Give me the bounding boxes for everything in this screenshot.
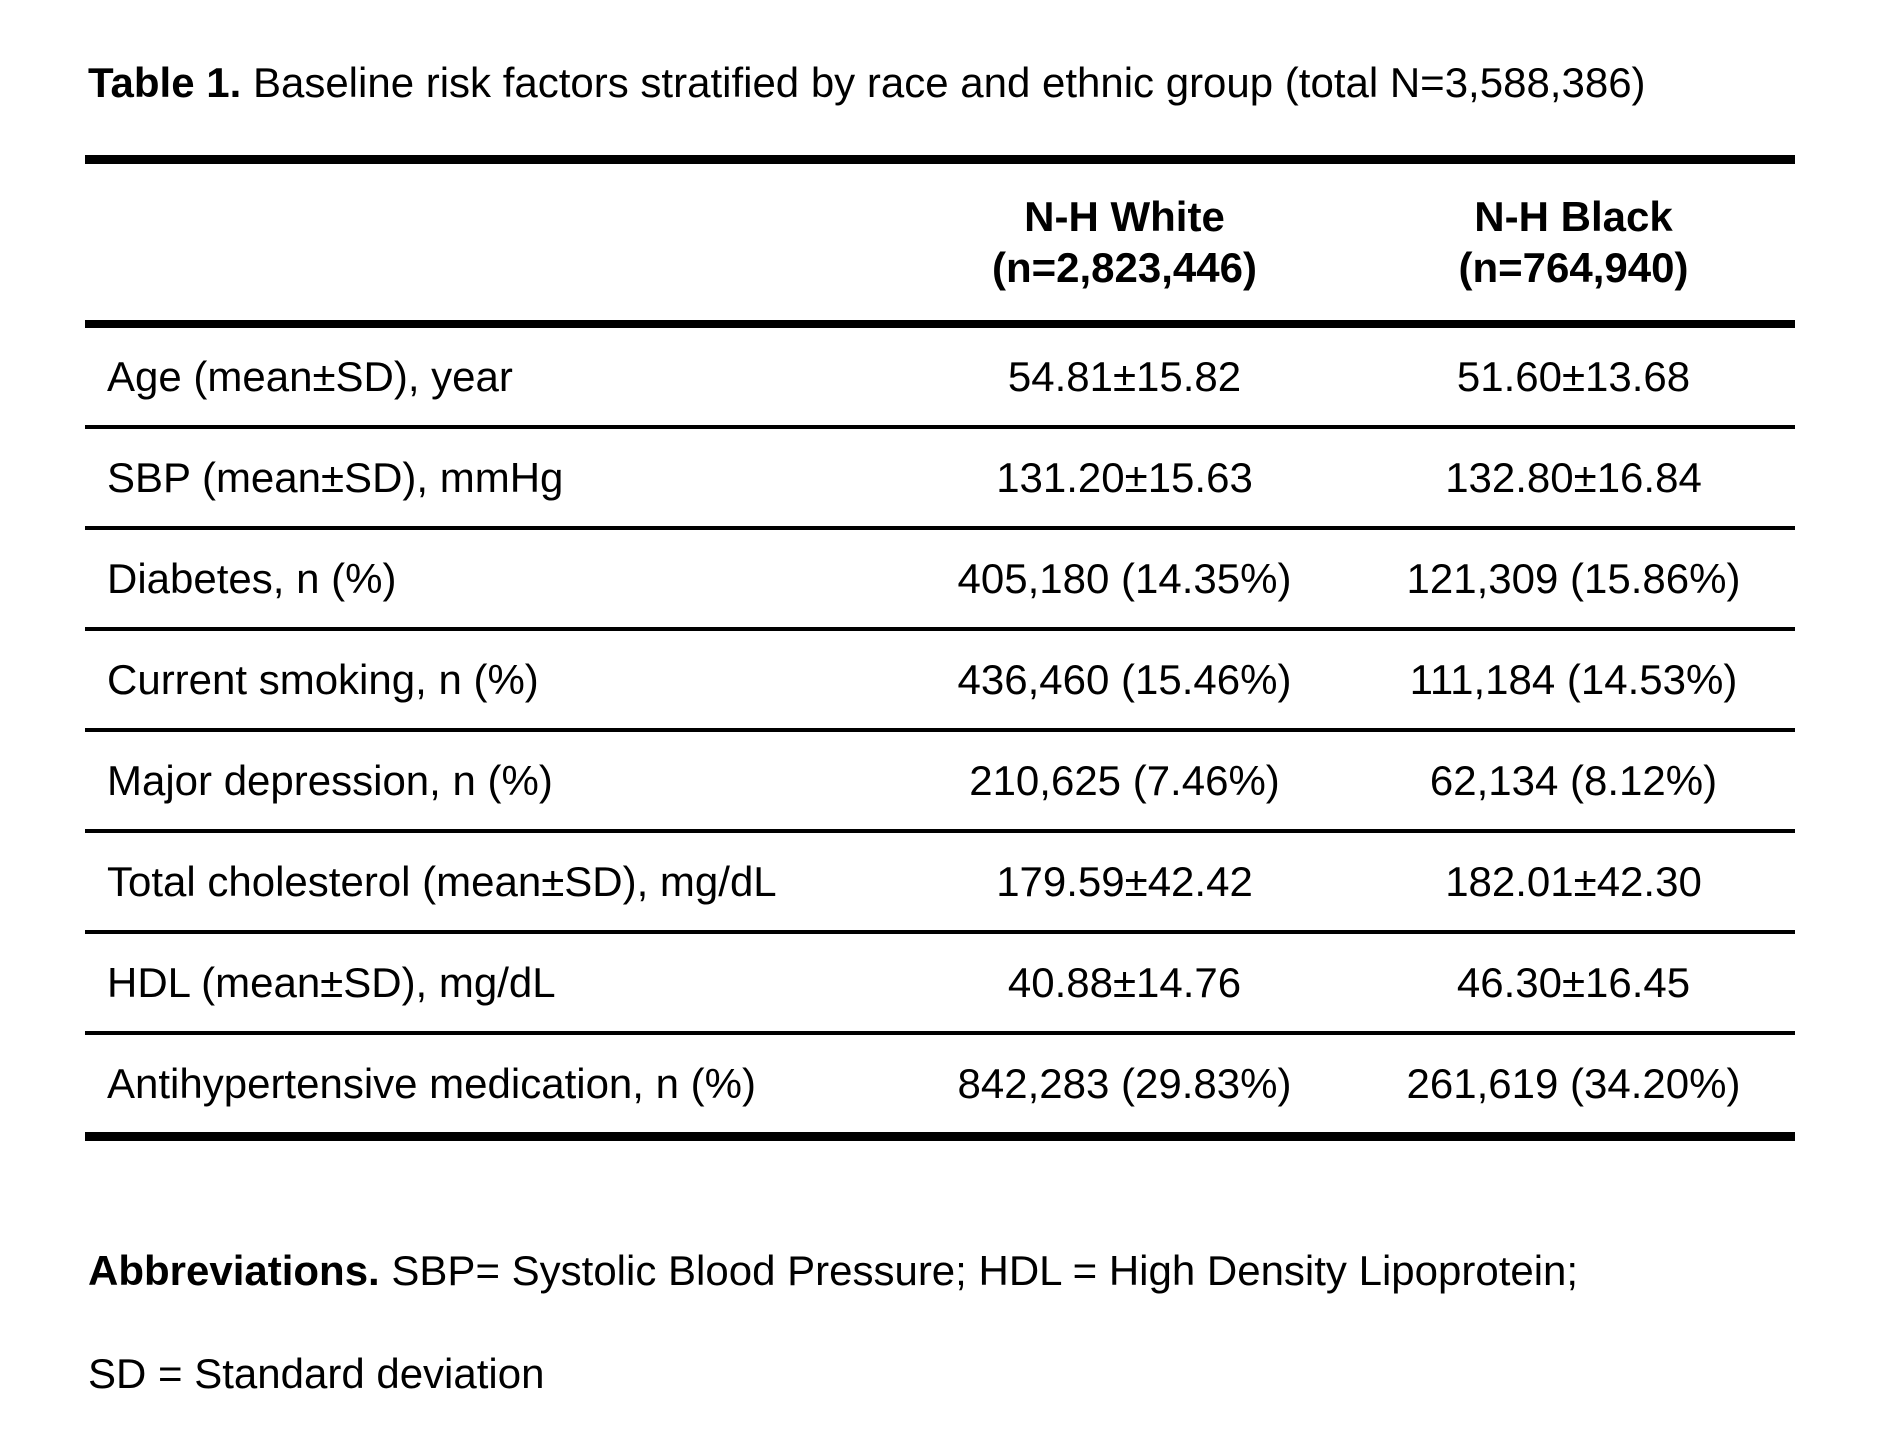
- table-row-total-cholesterol: Total cholesterol (mean±SD), mg/dL 179.5…: [85, 831, 1795, 934]
- cell-value-white: 54.81±15.82: [897, 324, 1352, 429]
- table-caption: Table 1. Baseline risk factors stratifie…: [88, 58, 1646, 108]
- cell-value-white: 179.59±42.42: [897, 831, 1352, 934]
- table-caption-label: Table 1.: [88, 59, 242, 106]
- header-row: N-H White (n=2,823,446) N-H Black (n=764…: [85, 159, 1795, 328]
- header-cell-nh-white: N-H White (n=2,823,446): [897, 159, 1352, 328]
- cell-value-black: 62,134 (8.12%): [1352, 730, 1795, 833]
- row-label: HDL (mean±SD), mg/dL: [85, 932, 897, 1035]
- table-row-diabetes: Diabetes, n (%) 405,180 (14.35%) 121,309…: [85, 528, 1795, 631]
- row-label: Antihypertensive medication, n (%): [85, 1033, 897, 1141]
- cell-value-black: 121,309 (15.86%): [1352, 528, 1795, 631]
- table-row-current-smoking: Current smoking, n (%) 436,460 (15.46%) …: [85, 629, 1795, 732]
- column-name-nh-white: N-H White: [1024, 192, 1225, 240]
- table-row-major-depression: Major depression, n (%) 210,625 (7.46%) …: [85, 730, 1795, 833]
- table-row-age: Age (mean±SD), year 54.81±15.82 51.60±13…: [85, 324, 1795, 429]
- abbreviations-note: Abbreviations. SBP= Systolic Blood Press…: [88, 1250, 1578, 1395]
- cell-value-black: 51.60±13.68: [1352, 324, 1795, 429]
- cell-value-black: 46.30±16.45: [1352, 932, 1795, 1035]
- row-label: Age (mean±SD), year: [85, 324, 897, 429]
- abbreviations-text: SBP= Systolic Blood Pressure; HDL = High…: [379, 1247, 1579, 1294]
- cell-value-white: 40.88±14.76: [897, 932, 1352, 1035]
- header-cell-nh-black: N-H Black (n=764,940): [1352, 159, 1795, 328]
- baseline-risk-factors-table: N-H White (n=2,823,446) N-H Black (n=764…: [85, 155, 1795, 1141]
- cell-value-white: 436,460 (15.46%): [897, 629, 1352, 732]
- table-row-hdl: HDL (mean±SD), mg/dL 40.88±14.76 46.30±1…: [85, 932, 1795, 1035]
- abbreviations-line-1: Abbreviations. SBP= Systolic Blood Press…: [88, 1250, 1578, 1292]
- row-label: Total cholesterol (mean±SD), mg/dL: [85, 831, 897, 934]
- column-name-nh-black: N-H Black: [1474, 192, 1673, 240]
- row-label: Diabetes, n (%): [85, 528, 897, 631]
- column-n-nh-black: (n=764,940): [1458, 244, 1689, 291]
- abbreviations-line-2: SD = Standard deviation: [88, 1350, 545, 1397]
- cell-value-black: 111,184 (14.53%): [1352, 629, 1795, 732]
- cell-value-black: 132.80±16.84: [1352, 427, 1795, 530]
- cell-value-black: 261,619 (34.20%): [1352, 1033, 1795, 1141]
- cell-value-black: 182.01±42.30: [1352, 831, 1795, 934]
- cell-value-white: 842,283 (29.83%): [897, 1033, 1352, 1141]
- row-label: Current smoking, n (%): [85, 629, 897, 732]
- header-cell-empty: [85, 159, 897, 328]
- table-row-sbp: SBP (mean±SD), mmHg 131.20±15.63 132.80±…: [85, 427, 1795, 530]
- table-row-antihypertensive-medication: Antihypertensive medication, n (%) 842,2…: [85, 1033, 1795, 1141]
- cell-value-white: 131.20±15.63: [897, 427, 1352, 530]
- abbreviations-label: Abbreviations.: [88, 1247, 380, 1294]
- cell-value-white: 210,625 (7.46%): [897, 730, 1352, 833]
- row-label: Major depression, n (%): [85, 730, 897, 833]
- table-caption-text: Baseline risk factors stratified by race…: [241, 59, 1646, 106]
- cell-value-white: 405,180 (14.35%): [897, 528, 1352, 631]
- column-n-nh-white: (n=2,823,446): [991, 244, 1257, 291]
- row-label: SBP (mean±SD), mmHg: [85, 427, 897, 530]
